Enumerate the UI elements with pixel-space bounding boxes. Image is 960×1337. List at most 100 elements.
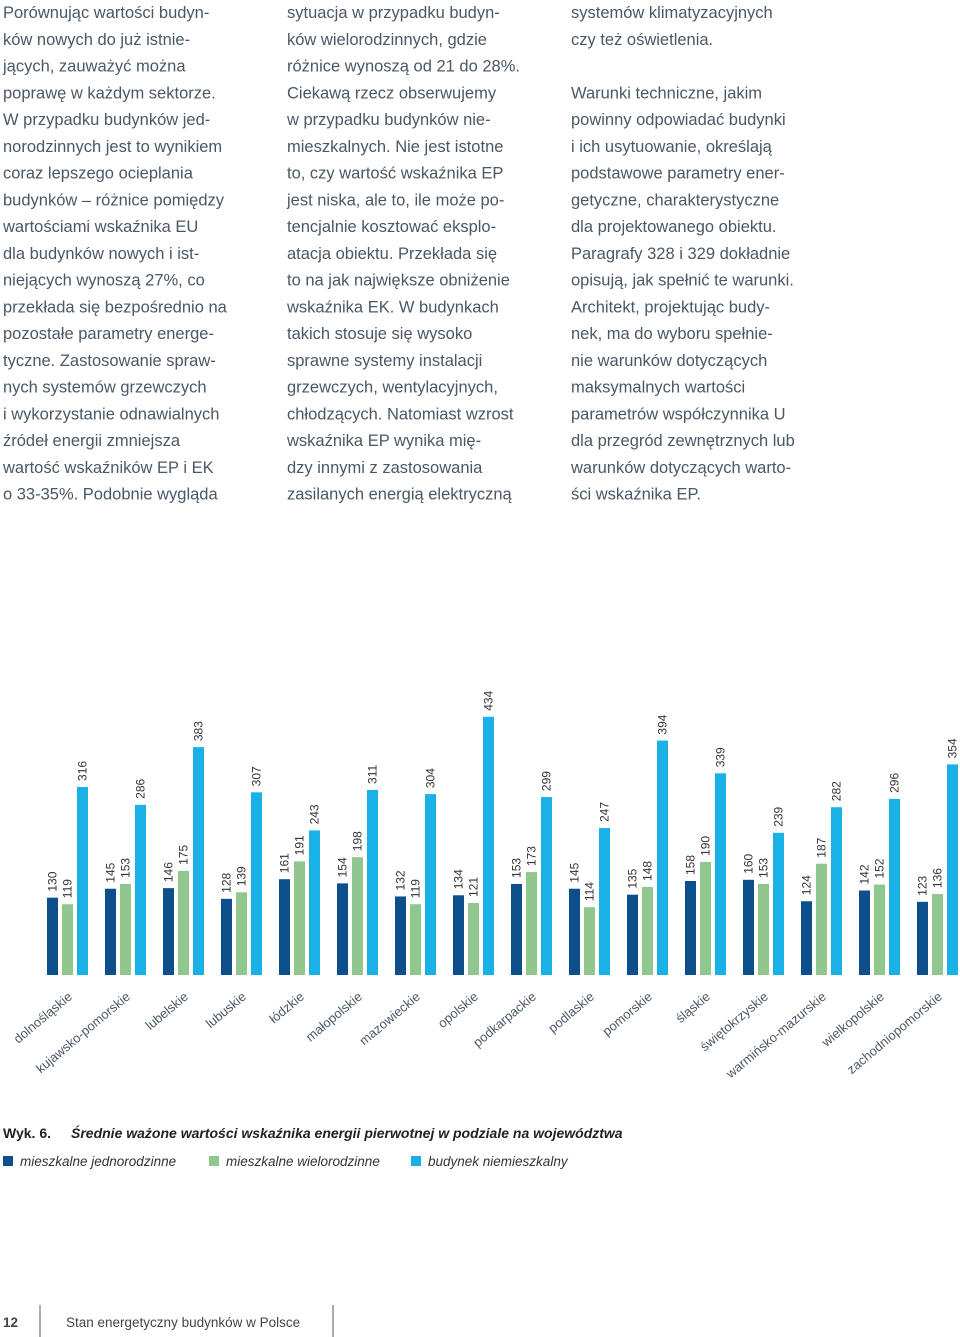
bar <box>453 895 464 975</box>
bar <box>773 832 784 975</box>
bar <box>917 901 928 975</box>
bar <box>657 740 668 975</box>
legend-swatch <box>411 1156 421 1166</box>
body-text-line: Paragrafy 328 i 329 dokładnie <box>571 245 790 263</box>
bar <box>715 773 726 975</box>
value-label: 243 <box>308 804 322 824</box>
figure-label: Wyk. 6. <box>3 1125 51 1141</box>
bar <box>279 879 290 975</box>
value-label: 239 <box>772 806 786 826</box>
body-text-line: Architekt, projektując budy- <box>571 298 770 316</box>
value-label: 161 <box>278 853 292 873</box>
value-label: 121 <box>467 877 481 897</box>
legend-label: mieszkalne jednorodzinne <box>20 1154 176 1169</box>
value-label: 119 <box>409 879 423 898</box>
body-text-line: Warunki techniczne, jakim <box>571 84 762 102</box>
body-text-line: ków nowych do już istnie- <box>3 31 190 49</box>
bar <box>700 861 711 975</box>
value-label: 383 <box>192 721 206 741</box>
value-label: 173 <box>525 846 539 866</box>
value-label: 247 <box>598 802 612 822</box>
legend-label: budynek niemieszkalny <box>428 1154 569 1169</box>
bar <box>483 716 494 975</box>
body-text-line: getyczne, charakterystyczne <box>571 191 779 209</box>
legend-swatch <box>3 1156 13 1166</box>
bar <box>77 786 88 975</box>
body-text-line: sytuacja w przypadku budyn- <box>287 4 500 22</box>
bar <box>816 863 827 975</box>
value-label: 130 <box>46 871 60 891</box>
value-label: 160 <box>742 853 756 873</box>
bar <box>367 789 378 975</box>
value-label: 134 <box>452 869 466 889</box>
bar <box>468 903 479 975</box>
bar <box>947 764 958 975</box>
bar <box>627 894 638 975</box>
x-tick-label: pomorskie <box>599 989 655 1039</box>
value-label: 153 <box>510 858 524 878</box>
body-text-line: wskaźnika EP wynika mię- <box>286 432 481 450</box>
bar <box>135 804 146 975</box>
value-label: 119 <box>61 879 75 898</box>
value-label: 394 <box>656 714 670 734</box>
body-text-line: dzy innymi z zastosowania <box>287 459 483 477</box>
body-text-line: w przypadku budynków nie- <box>286 111 491 129</box>
body-text-line: zasilanych energią elektryczną <box>287 486 513 504</box>
value-label: 153 <box>757 858 771 878</box>
body-text-line: dla przegród zewnętrznych lub <box>571 432 795 450</box>
x-tick-label: podlaskie <box>545 989 597 1036</box>
bar <box>743 879 754 975</box>
publication-title: Stan energetyczny budynków w Polsce <box>66 1315 300 1330</box>
value-label: 190 <box>699 836 713 856</box>
x-tick-label: śląskie <box>673 989 713 1026</box>
body-text-line: czy też oświetlenia. <box>571 31 713 49</box>
value-label: 307 <box>250 766 264 786</box>
bar <box>221 898 232 975</box>
value-label: 339 <box>714 747 728 767</box>
x-tick-label: zachodniopomorskie <box>844 989 945 1077</box>
body-text-line: opisują, jak spełnić te warunki. <box>571 272 794 290</box>
bar <box>62 904 73 975</box>
value-label: 434 <box>482 690 496 710</box>
bar <box>236 892 247 975</box>
value-label: 187 <box>815 837 829 857</box>
bar <box>163 888 174 975</box>
value-label: 114 <box>583 882 597 901</box>
body-text-line: wartościami wskaźnika EU <box>2 218 198 236</box>
body-text-line: parametrów współczynnika U <box>571 405 786 423</box>
bar <box>395 896 406 975</box>
value-label: 175 <box>177 845 191 865</box>
body-text-line: coraz lepszego ocieplania <box>3 165 194 183</box>
bar <box>874 884 885 975</box>
x-tick-label: mazowieckie <box>356 989 423 1048</box>
value-label: 123 <box>916 875 930 895</box>
value-label: 145 <box>104 862 118 882</box>
body-text-line: maksymalnych wartości <box>571 379 745 397</box>
body-text-line: to, czy wartość wskaźnika EP <box>287 165 503 183</box>
bar <box>294 861 305 975</box>
body-text-line: chłodzących. Natomiast wzrost <box>287 405 514 423</box>
x-tick-label: warmińsko-mazurskie <box>722 989 829 1082</box>
body-text-line: o 33-35%. Podobnie wygląda <box>3 486 218 504</box>
body-text-line: budynków – różnice pomiędzy <box>3 191 225 209</box>
bar <box>105 888 116 975</box>
body-text-line: jest niska, ale to, ile może po- <box>286 191 504 209</box>
bar <box>120 883 131 975</box>
value-label: 145 <box>568 862 582 882</box>
bar <box>511 883 522 975</box>
value-label: 158 <box>684 855 698 875</box>
value-label: 316 <box>76 761 90 781</box>
legend-label: mieszkalne wielorodzinne <box>226 1154 380 1169</box>
bar <box>569 888 580 975</box>
body-text-line: Ciekawą rzecz obserwujemy <box>287 84 497 102</box>
bar <box>425 794 436 975</box>
body-text-line: poprawę w każdym sektorze. <box>3 84 216 102</box>
bar <box>685 880 696 975</box>
value-label: 146 <box>162 862 176 882</box>
body-text-line: ków wielorodzinnych, gdzie <box>287 31 487 49</box>
body-text-line: niejących wynoszą 27%, co <box>3 272 205 290</box>
value-label: 124 <box>800 875 814 895</box>
bar <box>193 747 204 975</box>
value-label: 139 <box>235 866 249 886</box>
